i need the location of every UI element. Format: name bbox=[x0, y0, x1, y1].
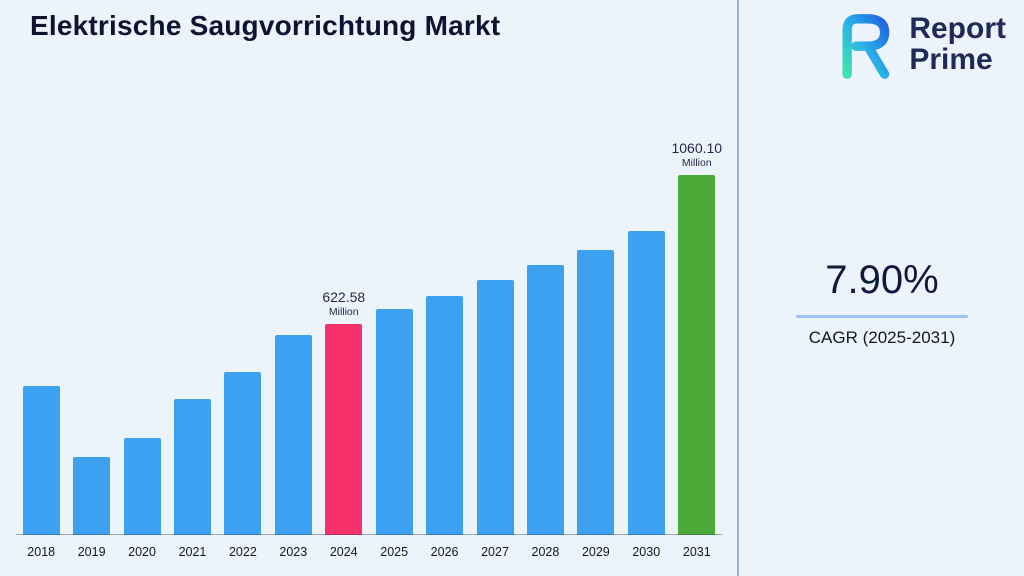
bar-value-label-2031: 1060.10 Million bbox=[671, 140, 723, 169]
bar-2030 bbox=[627, 231, 665, 535]
panel-divider bbox=[737, 0, 739, 576]
bar-column-2022: 2022 bbox=[218, 126, 268, 562]
x-tick-label-2020: 2020 bbox=[128, 544, 156, 559]
bar-2018 bbox=[22, 386, 60, 535]
x-tick-label-2022: 2022 bbox=[228, 544, 257, 559]
logo-word-prime: Prime bbox=[909, 43, 993, 76]
page-title: Elektrische Saugvorrichtung Markt bbox=[30, 10, 501, 41]
bar-column-2025: 2025 bbox=[369, 126, 419, 562]
cagr-panel: 7.90% CAGR (2025-2031) bbox=[752, 258, 1012, 348]
x-tick-label-2019: 2019 bbox=[77, 544, 106, 559]
cagr-value: 7.90% bbox=[825, 258, 939, 302]
x-tick-label-2025: 2025 bbox=[380, 544, 409, 559]
bar-2027 bbox=[476, 280, 514, 535]
x-tick-label-2018: 2018 bbox=[27, 544, 56, 559]
bar-2029 bbox=[577, 250, 615, 535]
x-tick-label-2030: 2030 bbox=[632, 544, 661, 559]
bar-2022 bbox=[224, 372, 262, 535]
bar-2025 bbox=[375, 309, 413, 535]
bar-2026 bbox=[426, 296, 464, 535]
bar-2021 bbox=[173, 399, 211, 535]
bar-2023 bbox=[274, 335, 312, 535]
bar-column-2024: 622.58 Million 2024 bbox=[319, 126, 369, 562]
logo-word-report: Report bbox=[909, 11, 1006, 45]
bar-column-2018: 2018 bbox=[16, 126, 66, 562]
bar-column-2023: 2023 bbox=[268, 126, 318, 562]
bar-2024 bbox=[325, 324, 363, 535]
x-tick-label-2028: 2028 bbox=[531, 544, 560, 559]
x-tick-label-2027: 2027 bbox=[481, 544, 509, 559]
bar-column-2020: 2020 bbox=[117, 126, 167, 562]
bar-column-2030: 2030 bbox=[621, 126, 671, 562]
bar-2031 bbox=[678, 175, 716, 535]
x-tick-label-2024: 2024 bbox=[329, 544, 358, 559]
x-tick-label-2021: 2021 bbox=[178, 544, 207, 559]
bar-2019 bbox=[73, 457, 111, 535]
bar-plot: 2018 2019 2020 2021 2022 2023 622.58 Million 202… bbox=[16, 126, 722, 562]
bar-value-label-2024: 622.58 Million bbox=[322, 289, 366, 318]
bar-2020 bbox=[123, 438, 161, 535]
x-tick-label-2026: 2026 bbox=[430, 544, 459, 559]
cagr-label: CAGR (2025-2031) bbox=[808, 328, 956, 347]
report-prime-logo: Report Prime bbox=[827, 8, 1006, 80]
x-tick-label-2031: 2031 bbox=[682, 544, 711, 559]
bar-column-2021: 2021 bbox=[167, 126, 217, 562]
bar-column-2019: 2019 bbox=[66, 126, 116, 562]
report-prime-logo-icon bbox=[827, 8, 899, 80]
x-axis-line bbox=[16, 534, 722, 535]
x-tick-label-2029: 2029 bbox=[581, 544, 610, 559]
bar-column-2028: 2028 bbox=[520, 126, 570, 562]
logo-wordmark: Report Prime bbox=[909, 11, 1006, 76]
cagr-underline bbox=[796, 315, 968, 318]
bar-chart: 2018 2019 2020 2021 2022 2023 622.58 Million 202… bbox=[16, 126, 722, 562]
x-tick-label-2023: 2023 bbox=[279, 544, 308, 559]
bar-column-2026: 2026 bbox=[419, 126, 469, 562]
bar-2028 bbox=[526, 265, 564, 535]
bar-column-2029: 2029 bbox=[571, 126, 621, 562]
bar-column-2031: 1060.10 Million 2031 bbox=[671, 126, 722, 562]
bar-column-2027: 2027 bbox=[470, 126, 520, 562]
